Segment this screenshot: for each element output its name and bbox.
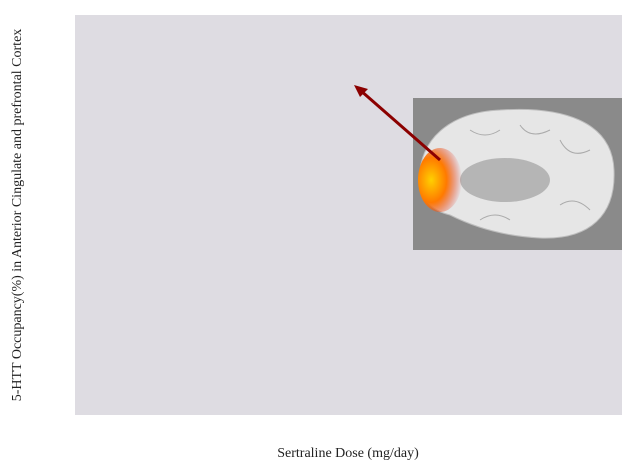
y-axis-title: 5-HTT Occupancy(%) in Anterior Cingulate… bbox=[10, 29, 25, 402]
x-axis-title: Sertraline Dose (mg/day) bbox=[277, 446, 419, 461]
arrow bbox=[359, 88, 441, 162]
brain-image bbox=[413, 98, 622, 250]
arrow-head bbox=[354, 85, 368, 97]
